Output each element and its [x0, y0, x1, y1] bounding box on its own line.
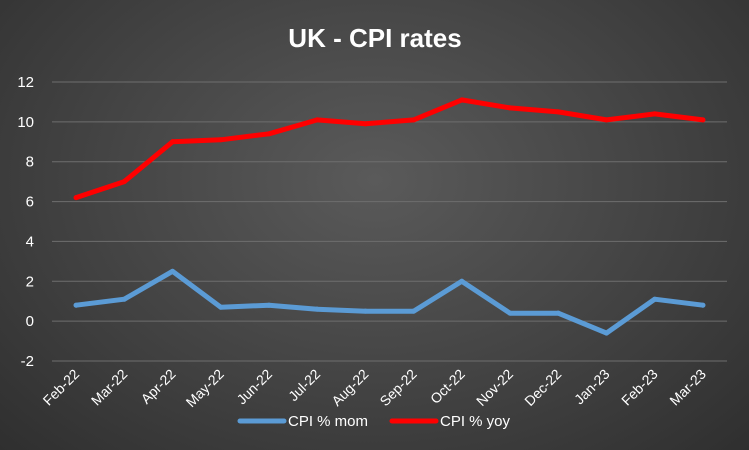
x-tick-label: Dec-22 — [521, 366, 564, 409]
x-tick-label: Mar-22 — [88, 366, 131, 409]
legend-label: CPI % mom — [288, 413, 368, 430]
data-point — [170, 139, 176, 145]
x-tick-label: May-22 — [183, 366, 227, 410]
data-point — [603, 330, 609, 336]
data-point — [507, 310, 513, 316]
data-point — [362, 308, 368, 314]
x-tick-label: Jun-22 — [233, 366, 275, 408]
x-tick-label: Sep-22 — [376, 366, 419, 409]
data-point — [700, 117, 706, 123]
data-point — [459, 97, 465, 103]
y-tick-label: 4 — [26, 233, 34, 250]
series-line-yoy — [73, 97, 706, 201]
data-point — [314, 117, 320, 123]
data-point — [507, 105, 513, 111]
chart-title: UK - CPI rates — [288, 23, 461, 53]
data-point — [266, 302, 272, 308]
series-line-mom — [73, 268, 706, 336]
gridlines — [52, 81, 727, 362]
data-point — [121, 296, 127, 302]
x-tick-label: Apr-22 — [138, 366, 179, 407]
legend: CPI % mom CPI % yoy — [237, 413, 511, 430]
y-tick-label: 6 — [26, 194, 34, 211]
y-tick-label: -2 — [21, 353, 34, 370]
data-point — [652, 296, 658, 302]
y-tick-label: 2 — [26, 273, 34, 290]
x-tick-label: Jan-23 — [571, 366, 613, 408]
y-tick-label: 12 — [17, 74, 34, 91]
x-tick-label: Feb-23 — [618, 366, 661, 409]
x-tick-label: Aug-22 — [328, 366, 371, 409]
legend-label: CPI % yoy — [440, 413, 511, 430]
data-point — [362, 121, 368, 127]
data-point — [218, 137, 224, 143]
x-tick-label: Feb-22 — [40, 366, 83, 409]
data-point — [411, 117, 417, 123]
data-point — [459, 278, 465, 284]
data-point — [555, 310, 561, 316]
data-point — [603, 117, 609, 123]
data-point — [652, 111, 658, 117]
x-tick-label: Oct-22 — [427, 366, 468, 407]
data-point — [411, 308, 417, 314]
x-axis: Feb-22 Mar-22 Apr-22 May-22 Jun-22 Jul-22 Aug-… — [40, 366, 710, 410]
x-tick-label: Jul-22 — [285, 366, 323, 404]
data-point — [218, 304, 224, 310]
y-axis: 12 10 8 6 4 2 0 -2 — [17, 74, 34, 370]
x-tick-label: Mar-23 — [666, 366, 709, 409]
y-tick-label: 0 — [26, 313, 34, 330]
y-tick-label: 10 — [17, 114, 34, 131]
data-point — [73, 302, 79, 308]
data-point — [266, 131, 272, 137]
x-tick-label: Nov-22 — [473, 366, 516, 409]
data-point — [555, 109, 561, 115]
series-lines — [73, 97, 706, 336]
data-point — [121, 179, 127, 185]
data-point — [73, 195, 79, 201]
data-point — [314, 306, 320, 312]
data-point — [170, 268, 176, 274]
y-tick-label: 8 — [26, 154, 34, 171]
data-point — [700, 302, 706, 308]
